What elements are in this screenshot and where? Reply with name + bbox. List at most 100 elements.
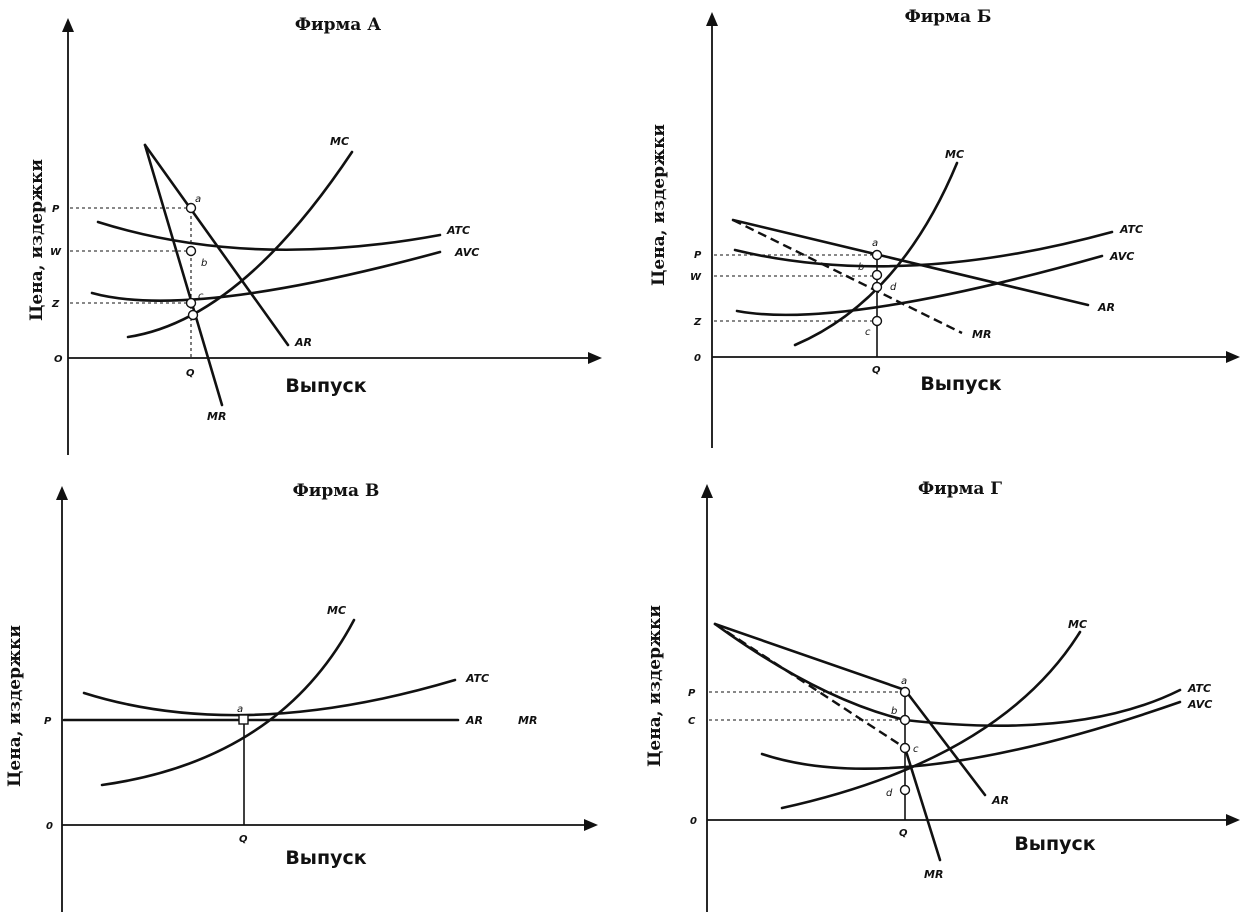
panel-g-tick-c: C	[688, 716, 696, 727]
panel-g-mc-curve	[780, 630, 1082, 810]
panel-g-atc-curve	[713, 622, 1182, 728]
panel-g-point-d-label: d	[886, 788, 893, 799]
panel-firm-v: Фирма В Цена, издержки Выпуск a P 0 Q MC…	[5, 481, 598, 912]
panel-g-avc-curve	[760, 700, 1182, 770]
panel-g-point-a	[899, 686, 911, 698]
panel-b-y-arrow	[706, 12, 718, 26]
panel-firm-b: Фирма Б Цена, издержки Выпуск a b d c P …	[649, 7, 1240, 448]
panel-a-label-atc: ATC	[446, 224, 470, 237]
panel-b-tick-q: Q	[872, 365, 881, 376]
panel-b-title: Фирма Б	[905, 7, 992, 27]
panel-g-x-label: Выпуск	[1014, 833, 1095, 855]
panel-v-tick-o: 0	[46, 821, 53, 832]
panel-a-point-c	[185, 297, 197, 309]
panel-g-point-b	[899, 714, 911, 726]
panel-g-point-c	[899, 742, 911, 754]
panel-a-tick-w: W	[50, 247, 62, 258]
panel-b-label-avc: AVC	[1109, 250, 1134, 263]
panel-b-point-b	[871, 269, 883, 281]
panel-b-label-ar: AR	[1097, 301, 1115, 314]
panel-g-point-c-label: c	[913, 744, 919, 755]
panel-b-ar-line	[731, 218, 1090, 307]
panel-g-tick-o: 0	[690, 816, 697, 827]
panel-a-tick-o: O	[54, 354, 63, 365]
panel-b-tick-z: Z	[693, 317, 702, 328]
panel-g-point-b-label: b	[891, 706, 897, 717]
panel-v-x-arrow	[584, 819, 598, 831]
panel-firm-g: Фирма Г Цена, издержки Выпуск a b c d P …	[645, 479, 1240, 912]
panel-v-tick-p: P	[44, 716, 52, 727]
panel-v-y-arrow	[56, 486, 68, 500]
panel-a-avc-curve	[90, 250, 442, 302]
panel-g-label-ar: AR	[991, 794, 1009, 807]
panel-b-tick-p: P	[694, 250, 702, 261]
panel-b-point-d	[871, 281, 883, 293]
panel-b-x-label: Выпуск	[920, 373, 1001, 395]
panel-g-mr-dashed	[714, 622, 906, 750]
panel-v-x-label: Выпуск	[285, 847, 366, 869]
panel-b-point-c	[871, 315, 883, 327]
panel-v-point-a	[238, 714, 249, 725]
panel-g-y-arrow	[701, 484, 713, 498]
panel-a-title: Фирма А	[295, 15, 381, 35]
panel-b-atc-curve	[733, 230, 1114, 268]
panel-v-atc-curve	[82, 678, 457, 717]
panel-g-tick-q: Q	[899, 828, 908, 839]
panel-a-point-mc-mr	[187, 309, 199, 321]
panel-g-label-mr: MR	[924, 868, 943, 881]
panel-v-label-mr: MR	[518, 714, 537, 727]
panel-a-label-mc: MC	[330, 135, 349, 148]
panel-a-point-a	[185, 202, 197, 214]
panel-g-label-mc: MC	[1068, 618, 1087, 631]
panel-b-x-arrow	[1226, 351, 1240, 363]
panel-g-x-arrow	[1226, 814, 1240, 826]
panel-a-x-label: Выпуск	[285, 375, 366, 397]
panel-b-point-c-label: c	[865, 327, 871, 338]
panel-b-point-a	[871, 249, 883, 261]
panel-b-mc-curve	[793, 161, 959, 347]
panel-b-tick-o: 0	[694, 353, 701, 364]
panel-v-title: Фирма В	[293, 481, 380, 501]
panel-a-tick-q: Q	[186, 368, 195, 379]
panel-v-y-label: Цена, издержки	[5, 625, 25, 787]
panel-v-tick-q: Q	[239, 834, 248, 845]
panel-v-label-mc: MC	[327, 604, 346, 617]
panel-b-point-d-label: d	[890, 282, 897, 293]
panel-g-title: Фирма Г	[918, 479, 1002, 499]
panel-a-y-arrow	[62, 18, 74, 32]
panel-a-label-mr: MR	[207, 410, 226, 423]
panel-b-label-mc: MC	[945, 148, 964, 161]
panel-b-y-label: Цена, издержки	[649, 124, 669, 286]
panel-g-label-avc: AVC	[1187, 698, 1212, 711]
panel-a-ar-line	[143, 143, 290, 347]
panel-g-point-d	[899, 784, 911, 796]
panel-b-label-atc: ATC	[1119, 223, 1143, 236]
panel-a-label-ar: AR	[294, 336, 312, 349]
panel-a-point-a-label: a	[195, 194, 201, 205]
panel-a-x-arrow	[588, 352, 602, 364]
panel-b-avc-curve	[735, 254, 1104, 317]
panel-b-point-a-label: a	[872, 238, 878, 249]
panel-g-label-atc: ATC	[1187, 682, 1211, 695]
panel-v-label-ar: AR	[465, 714, 483, 727]
panel-a-y-label: Цена, издержки	[27, 159, 47, 321]
panel-g-point-a-label: a	[901, 676, 907, 687]
panel-g-y-label: Цена, издержки	[645, 605, 665, 767]
panel-v-label-atc: ATC	[465, 672, 489, 685]
panel-firm-a: Фирма А Цена, издержки Выпуск a b c P W …	[27, 15, 602, 455]
panel-a-tick-p: P	[52, 204, 60, 215]
panel-g-tick-p: P	[688, 688, 696, 699]
panel-a-point-b-label: b	[201, 258, 207, 269]
panel-b-label-mr: MR	[972, 328, 991, 341]
panel-a-point-c-label: c	[198, 291, 204, 302]
panel-a-mr-line	[143, 143, 224, 407]
panel-a-point-b	[185, 245, 197, 257]
panel-b-point-b-label: b	[858, 262, 864, 273]
panel-b-tick-w: W	[690, 272, 702, 283]
panel-a-atc-curve	[96, 220, 442, 252]
panel-v-mc-curve	[100, 618, 356, 787]
panel-v-point-a-label: a	[237, 704, 243, 715]
panel-a-mc-curve	[126, 150, 354, 339]
panel-a-tick-z: Z	[51, 299, 60, 310]
